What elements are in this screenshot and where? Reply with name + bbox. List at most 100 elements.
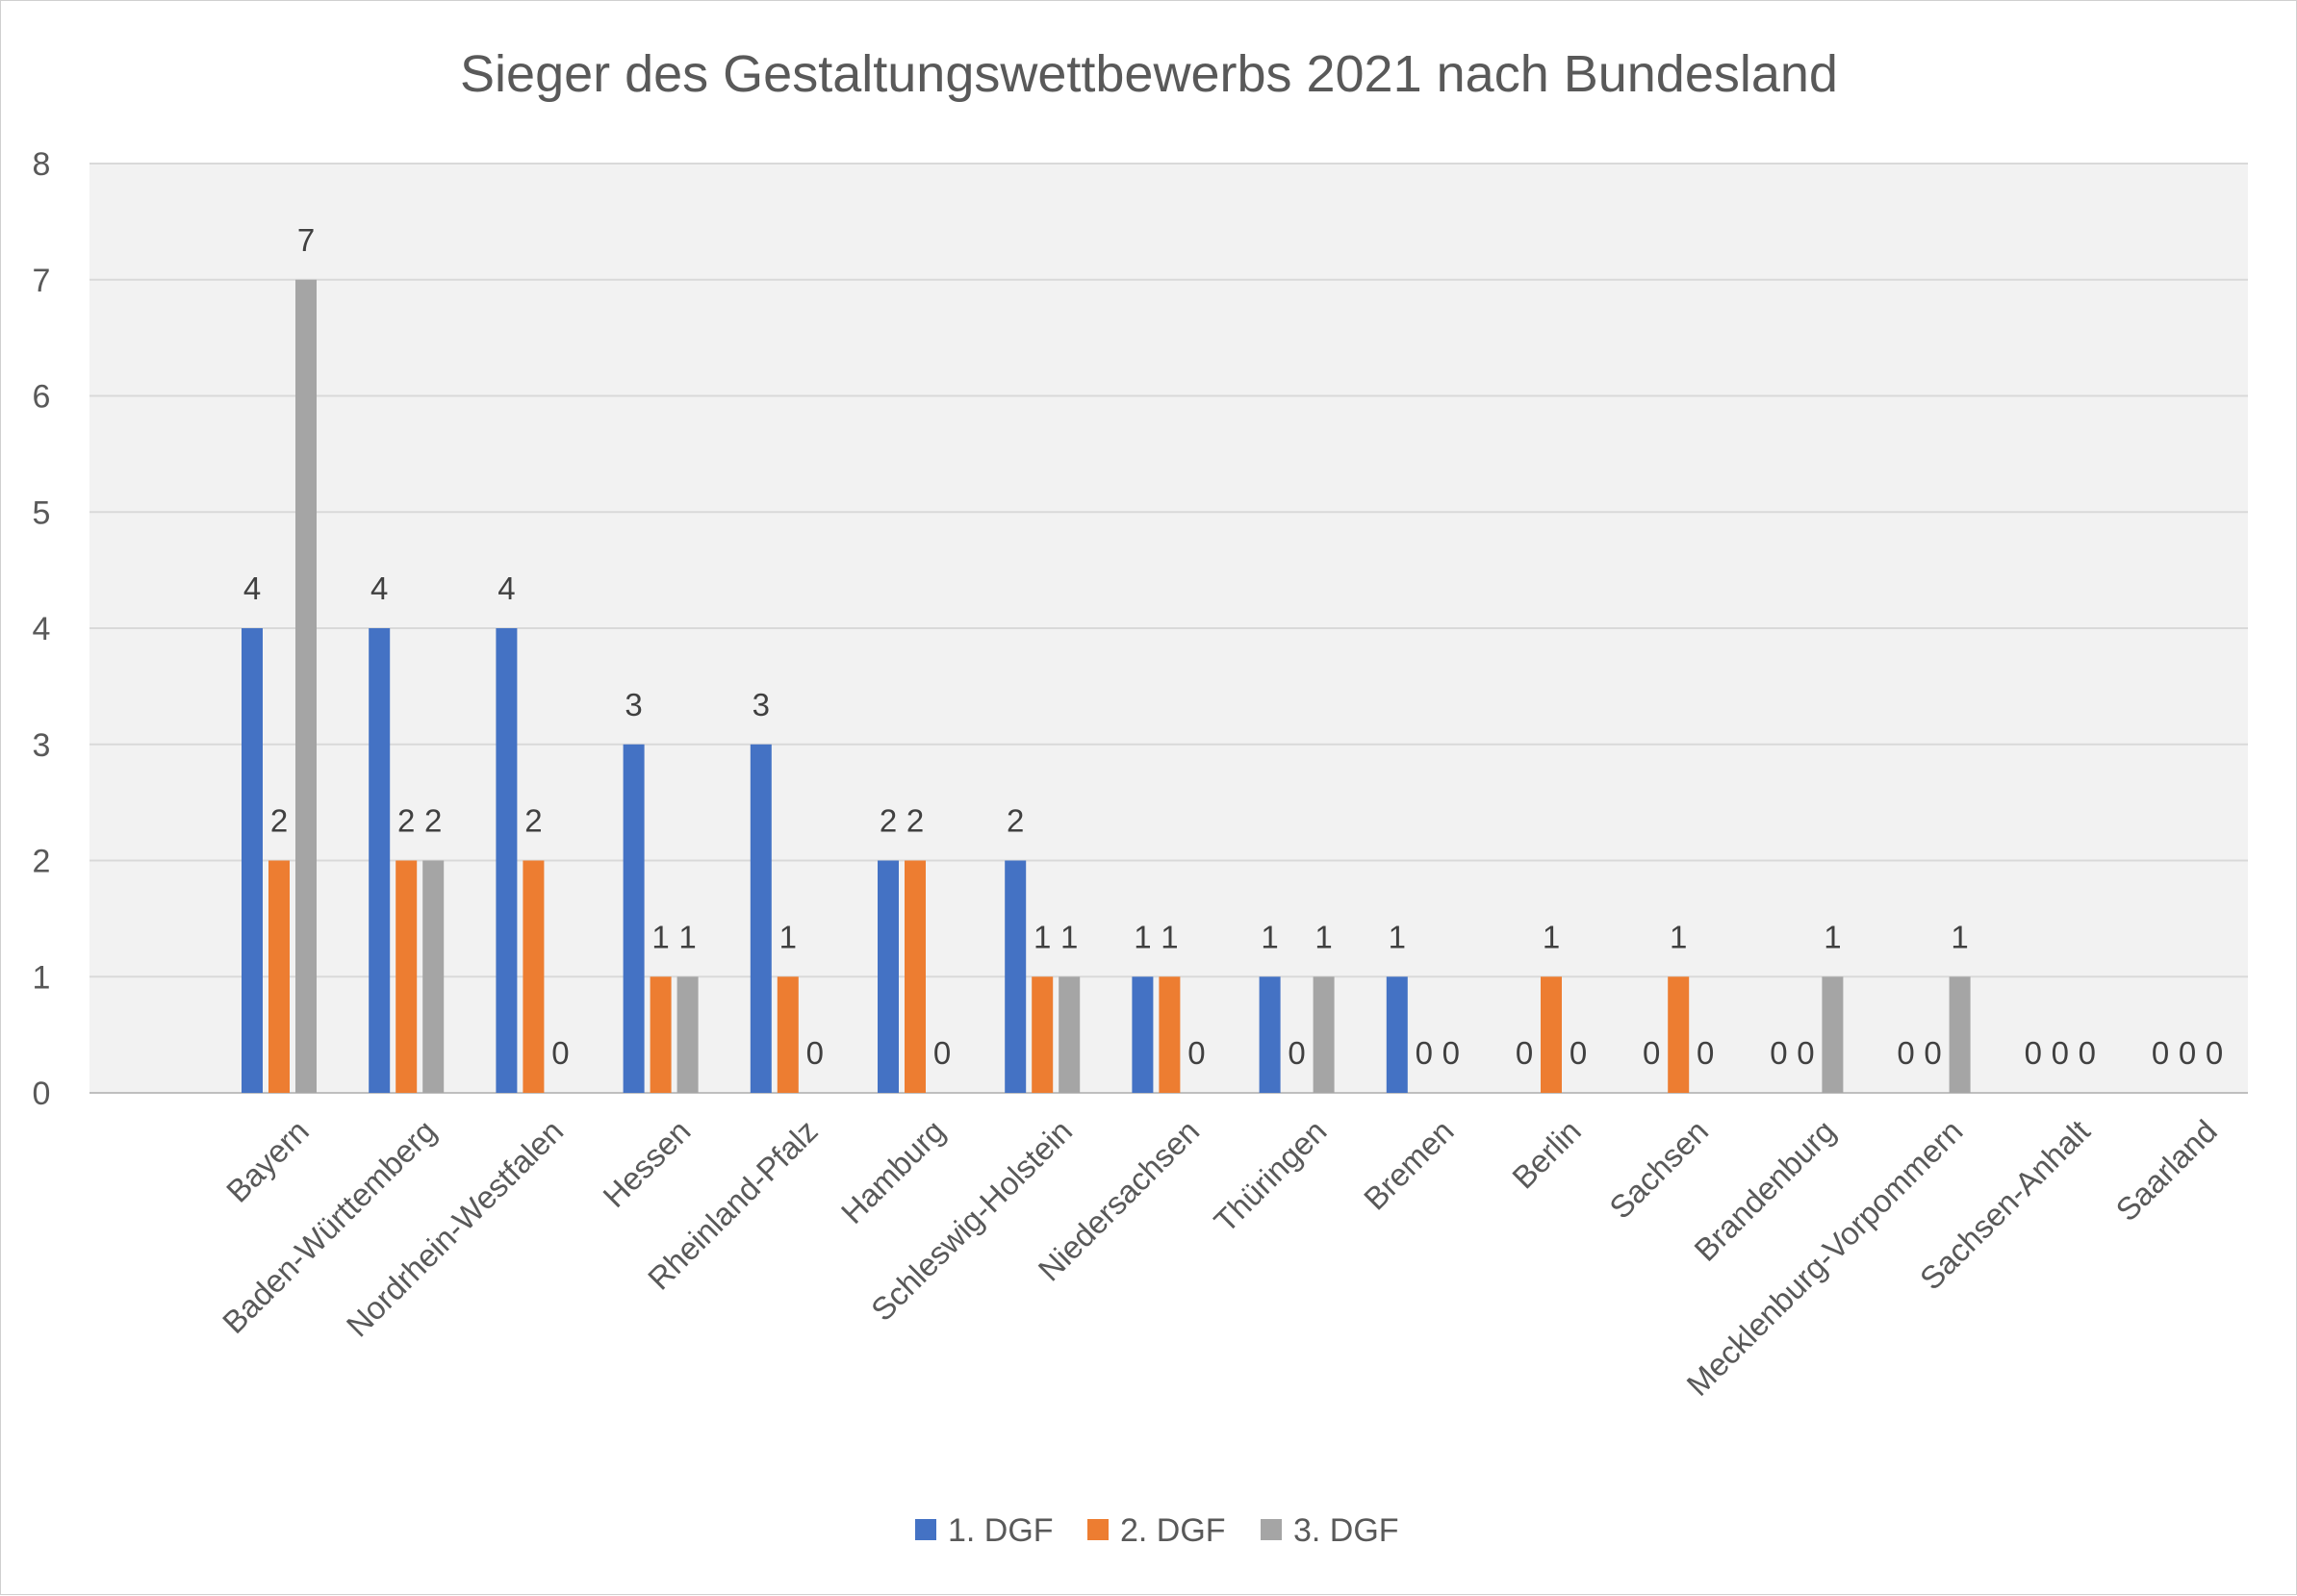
data-label-3-5: 0 — [933, 1035, 951, 1071]
data-label-2-3: 1 — [651, 919, 669, 954]
data-label-1-10: 0 — [1516, 1035, 1533, 1071]
data-label-1-15: 0 — [2152, 1035, 2169, 1071]
legend-label-1: 1. DGF — [948, 1512, 1054, 1549]
bar-1-0 — [242, 628, 263, 1093]
x-category-label-1: Baden-Württemberg — [216, 1113, 443, 1340]
bar-3-0 — [295, 279, 317, 1093]
x-category-label-0: Bayern — [219, 1113, 316, 1209]
data-label-3-9: 0 — [1442, 1035, 1460, 1071]
data-label-1-3: 3 — [625, 687, 642, 722]
bar-2-11 — [1668, 976, 1690, 1093]
x-category-label-3: Hessen — [596, 1113, 697, 1214]
legend-swatch-3 — [1261, 1519, 1282, 1540]
legend-swatch-1 — [915, 1519, 936, 1540]
data-label-3-0: 7 — [297, 222, 315, 258]
bar-3-1 — [422, 860, 445, 1093]
y-tick-label-1: 1 — [33, 959, 51, 996]
bar-3-6 — [1059, 976, 1081, 1093]
data-label-2-0: 2 — [270, 803, 288, 839]
data-label-3-11: 0 — [1697, 1035, 1714, 1071]
data-label-3-14: 0 — [2079, 1035, 2096, 1071]
bar-1-8 — [1259, 976, 1281, 1093]
y-tick-label-5: 5 — [33, 494, 51, 531]
y-tick-label-7: 7 — [33, 263, 51, 299]
data-label-1-5: 2 — [880, 803, 897, 839]
data-label-1-7: 1 — [1134, 919, 1151, 954]
data-label-2-7: 1 — [1161, 919, 1178, 954]
x-category-label-8: Thüringen — [1207, 1113, 1333, 1239]
data-label-3-12: 1 — [1824, 919, 1841, 954]
legend-label-3: 3. DGF — [1293, 1512, 1399, 1549]
bar-1-4 — [750, 744, 772, 1093]
data-label-1-2: 4 — [498, 570, 515, 606]
bar-2-2 — [523, 860, 545, 1093]
data-label-1-6: 2 — [1007, 803, 1024, 839]
x-category-label-15: Saarland — [2108, 1113, 2224, 1229]
data-label-1-4: 3 — [753, 687, 770, 722]
x-axis: BayernBaden-WürttembergNordrhein-Westfal… — [216, 1113, 2224, 1403]
legend-label-2: 2. DGF — [1120, 1512, 1226, 1549]
x-category-label-11: Sachsen — [1602, 1113, 1715, 1226]
bar-3-13 — [1949, 976, 1971, 1093]
data-label-2-14: 0 — [2052, 1035, 2069, 1071]
data-label-3-3: 1 — [678, 919, 696, 954]
bar-2-0 — [268, 860, 290, 1093]
y-tick-label-3: 3 — [33, 727, 51, 764]
data-label-2-12: 0 — [1797, 1035, 1814, 1071]
y-tick-label-6: 6 — [33, 379, 51, 416]
data-label-1-0: 4 — [243, 570, 261, 606]
data-label-1-8: 1 — [1261, 919, 1278, 954]
data-label-2-9: 0 — [1416, 1035, 1433, 1071]
data-label-3-4: 0 — [806, 1035, 824, 1071]
data-label-3-13: 1 — [1951, 919, 1968, 954]
bar-2-1 — [396, 860, 418, 1093]
legend: 1. DGF 2. DGF 3. DGF — [915, 1512, 1399, 1549]
y-tick-label-2: 2 — [33, 844, 51, 880]
bar-2-7 — [1159, 976, 1181, 1093]
x-category-label-5: Hamburg — [834, 1113, 952, 1230]
data-label-1-11: 0 — [1643, 1035, 1660, 1071]
x-category-label-9: Bremen — [1357, 1113, 1461, 1217]
data-label-2-5: 2 — [906, 803, 924, 839]
data-label-1-9: 1 — [1389, 919, 1406, 954]
data-label-3-1: 2 — [424, 803, 442, 839]
bar-2-10 — [1541, 976, 1562, 1093]
data-label-1-1: 4 — [370, 570, 388, 606]
data-label-3-15: 0 — [2206, 1035, 2223, 1071]
data-label-2-2: 2 — [524, 803, 542, 839]
data-label-2-15: 0 — [2179, 1035, 2196, 1071]
data-label-2-10: 1 — [1543, 919, 1560, 954]
bar-2-6 — [1032, 976, 1054, 1093]
bar-3-3 — [676, 976, 699, 1093]
bar-3-8 — [1313, 976, 1335, 1093]
data-label-2-4: 1 — [779, 919, 797, 954]
data-label-3-7: 0 — [1187, 1035, 1205, 1071]
data-label-3-6: 1 — [1060, 919, 1078, 954]
y-tick-label-0: 0 — [33, 1076, 51, 1112]
legend-swatch-2 — [1087, 1519, 1109, 1540]
data-label-2-8: 0 — [1288, 1035, 1305, 1071]
data-label-1-14: 0 — [2025, 1035, 2042, 1071]
y-tick-label-8: 8 — [33, 146, 51, 183]
data-label-2-11: 1 — [1670, 919, 1687, 954]
bar-1-7 — [1132, 976, 1154, 1093]
data-label-2-1: 2 — [397, 803, 415, 839]
data-label-2-6: 1 — [1034, 919, 1051, 954]
bar-1-1 — [369, 628, 391, 1093]
bar-1-6 — [1005, 860, 1027, 1093]
bar-2-3 — [650, 976, 672, 1093]
x-category-label-2: Nordrhein-Westfalen — [340, 1113, 571, 1344]
y-tick-label-4: 4 — [33, 611, 51, 647]
bar-2-4 — [777, 976, 799, 1093]
bars — [242, 279, 1971, 1093]
data-label-3-8: 1 — [1314, 919, 1332, 954]
bar-2-5 — [905, 860, 926, 1093]
data-label-3-10: 0 — [1570, 1035, 1587, 1071]
data-label-3-2: 0 — [551, 1035, 569, 1071]
bar-1-5 — [878, 860, 899, 1093]
y-axis: 0 1 2 3 4 5 6 7 8 — [33, 146, 51, 1112]
data-label-1-13: 0 — [1897, 1035, 1914, 1071]
